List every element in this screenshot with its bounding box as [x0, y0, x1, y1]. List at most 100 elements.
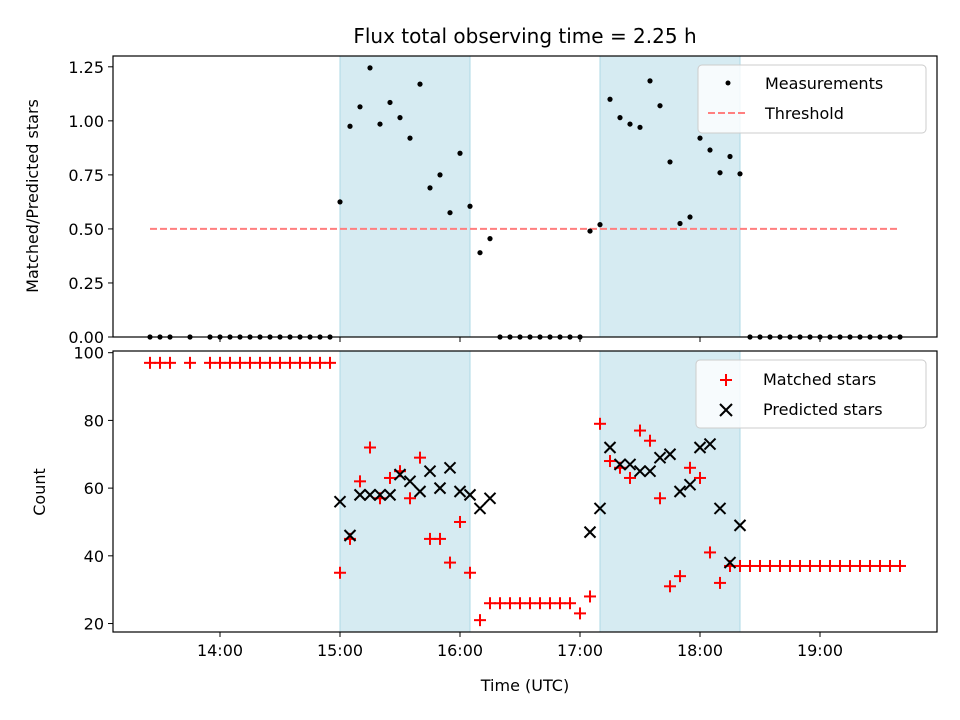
legend-matched-label: Matched stars	[763, 370, 876, 389]
x-tick-label: 19:00	[797, 641, 843, 660]
measurement-point	[627, 121, 633, 127]
predicted-star-point	[733, 519, 747, 532]
matched-star-point	[184, 356, 196, 369]
matched-star-point	[594, 417, 606, 430]
measurement-point	[587, 228, 593, 234]
matched-star-point	[694, 471, 706, 484]
matched-star-point	[454, 515, 466, 528]
bottom-y-tick-label: 80	[84, 411, 104, 430]
predicted-star-point	[693, 441, 707, 454]
matched-star-point	[644, 434, 656, 447]
top-shaded-regions	[339, 55, 741, 338]
measurement-point	[487, 236, 493, 242]
legend-predicted-marker	[719, 403, 733, 417]
measurement-point	[707, 147, 713, 153]
bottom-legend-box	[695, 359, 927, 429]
matched-star-point	[464, 566, 476, 579]
top-y-axis-label: Matched/Predicted stars	[23, 99, 42, 293]
matched-star-point	[704, 546, 716, 559]
bottom-y-ticks: 20 40 60 80 100	[73, 344, 113, 634]
x-tick-label: 17:00	[557, 641, 603, 660]
predicted-star-point	[383, 488, 397, 502]
bottom-shade-interval-0	[339, 350, 471, 633]
bottom-predicted-points	[333, 437, 747, 569]
predicted-star-point	[623, 458, 637, 471]
predicted-star-point	[663, 448, 677, 461]
predicted-star-point	[643, 464, 657, 478]
legend-threshold-label: Threshold	[764, 104, 844, 123]
measurement-point	[677, 220, 683, 227]
predicted-star-point	[443, 461, 457, 475]
predicted-star-point	[403, 475, 417, 488]
measurement-point	[367, 65, 373, 71]
measurement-point	[687, 214, 693, 220]
measurement-point	[397, 115, 403, 121]
top-panel: 0.00 0.25 0.50 0.75 1.00 1.25 Matched/Predict…	[23, 55, 938, 347]
predicted-star-point	[483, 492, 497, 505]
measurement-point	[647, 78, 653, 84]
predicted-star-point	[703, 437, 717, 451]
measurement-point	[457, 150, 463, 156]
measurement-point	[607, 96, 613, 102]
measurement-point	[667, 159, 673, 165]
matched-star-point	[664, 580, 676, 593]
predicted-star-point	[463, 488, 477, 502]
bottom-plot-frame	[112, 350, 938, 633]
top-plot-frame	[112, 55, 938, 338]
top-y-ticks: 0.00 0.25 0.50 0.75 1.00 1.25	[68, 58, 113, 347]
measurement-point	[467, 203, 473, 209]
bottom-y-tick-label: 60	[84, 479, 104, 498]
bottom-y-tick-label: 100	[73, 344, 104, 363]
predicted-star-point	[413, 485, 427, 498]
measurement-point	[717, 170, 723, 176]
measurement-point	[447, 210, 453, 216]
matched-star-point	[334, 566, 346, 579]
x-tick-label: 14:00	[197, 641, 243, 660]
top-legend: Measurements Threshold	[697, 64, 927, 134]
matched-star-point	[574, 607, 586, 620]
top-x-ticks	[219, 337, 821, 342]
top-y-tick-label: 0.75	[68, 166, 104, 185]
matched-star-point	[584, 590, 596, 603]
predicted-star-point	[633, 464, 647, 478]
predicted-star-point	[423, 464, 437, 478]
top-y-tick-label: 0.00	[68, 328, 104, 347]
matched-star-point	[634, 424, 646, 437]
measurement-point	[437, 172, 443, 178]
matched-star-point	[354, 475, 366, 488]
bottom-y-axis-label: Count	[30, 468, 49, 516]
measurement-point	[357, 104, 363, 110]
measurement-point	[727, 153, 733, 160]
x-tick-label: 15:00	[317, 641, 363, 660]
matched-star-point	[674, 570, 686, 583]
measurement-point	[617, 115, 623, 121]
matched-star-point	[684, 461, 696, 474]
predicted-star-point	[343, 529, 357, 542]
top-shade-interval-0	[339, 55, 471, 338]
predicted-star-point	[393, 468, 407, 481]
bottom-x-ticks: 14:00 15:00 16:00 17:00 18:00 19:00	[197, 632, 843, 660]
matched-star-point	[894, 559, 906, 572]
bottom-legend: Matched stars Predicted stars	[695, 359, 927, 429]
top-y-tick-label: 0.25	[68, 274, 104, 293]
predicted-star-point	[353, 488, 367, 502]
predicted-star-point	[333, 495, 347, 508]
predicted-star-point	[473, 502, 487, 515]
matched-star-point	[564, 597, 576, 610]
measurement-point	[377, 121, 383, 127]
legend-measurements-marker	[725, 80, 731, 86]
predicted-star-point	[613, 458, 627, 471]
predicted-star-point	[363, 488, 377, 502]
measurement-point	[637, 124, 643, 130]
x-tick-label: 16:00	[437, 641, 483, 660]
measurement-point	[427, 185, 433, 191]
predicted-star-point	[453, 485, 467, 498]
measurement-point	[407, 135, 413, 141]
measurement-point	[657, 103, 663, 109]
top-legend-box	[697, 64, 927, 134]
x-tick-label: 18:00	[677, 641, 723, 660]
matched-star-point	[604, 455, 616, 468]
bottom-y-tick-label: 40	[84, 547, 104, 566]
top-y-tick-label: 1.00	[68, 112, 104, 131]
